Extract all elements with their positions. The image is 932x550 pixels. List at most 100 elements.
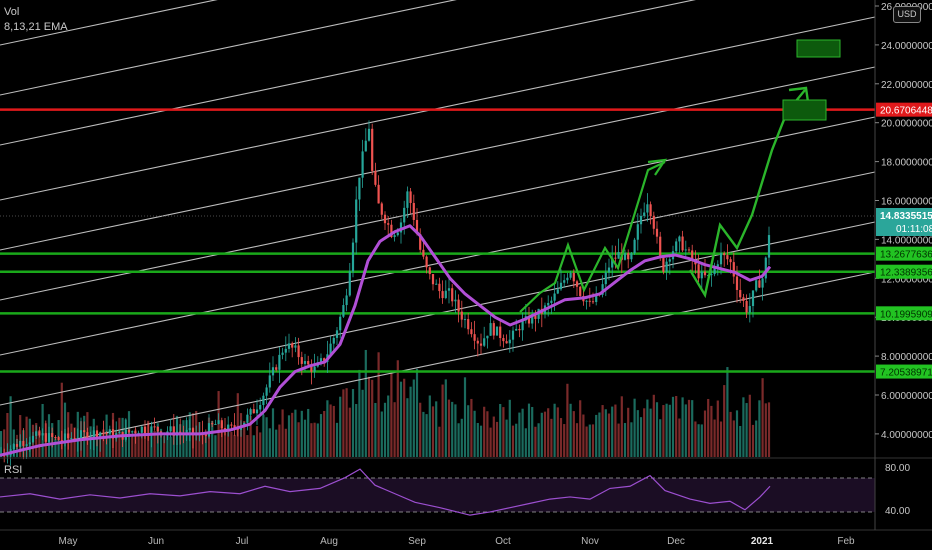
volume-bar <box>684 404 687 457</box>
candle-body <box>92 430 95 438</box>
candle-body <box>748 306 751 313</box>
candle-body <box>521 320 524 331</box>
volume-bar <box>236 393 239 457</box>
level-label: 7.20538971 <box>880 368 932 379</box>
price-axis: 4.000000006.000000008.0000000010.0000000… <box>874 0 932 530</box>
candle-body <box>233 425 236 428</box>
candle-body <box>383 214 387 224</box>
volume-bar <box>326 400 329 457</box>
level-label-bg <box>876 102 932 117</box>
volume-bar <box>435 401 438 457</box>
candle-body <box>495 326 499 336</box>
volume-bar <box>108 431 111 457</box>
candle-body <box>137 432 140 434</box>
rsi-tick-label: 80.00 <box>885 463 910 474</box>
candle-body <box>105 433 108 435</box>
candle-body <box>355 199 358 243</box>
volume-bar <box>431 406 435 457</box>
volume-bar <box>204 436 207 457</box>
volume-bar <box>284 428 287 457</box>
candle-body <box>691 250 694 262</box>
candle-body <box>751 290 755 307</box>
candle-body <box>166 431 169 433</box>
volume-bar <box>307 408 310 457</box>
volume-bar <box>131 437 134 457</box>
forecast-arrowhead <box>788 86 810 103</box>
volume-bar <box>729 411 732 457</box>
volume-indicator-label[interactable]: Vol <box>4 6 20 18</box>
volume-bar <box>367 376 371 457</box>
candle-body <box>639 215 643 225</box>
candle-body <box>422 249 425 257</box>
volume-bar <box>457 423 460 457</box>
candle-body <box>153 426 156 428</box>
candle-body <box>287 343 291 349</box>
level-label: 20.67064480 <box>880 106 932 117</box>
rsi-indicator-label[interactable]: RSI <box>4 464 23 476</box>
candle-body <box>681 236 684 251</box>
volume-bar <box>390 370 393 457</box>
candle-body <box>364 140 367 152</box>
candle-body <box>63 433 67 441</box>
candle-body <box>243 422 246 426</box>
volume-bar <box>588 424 591 457</box>
volume-bar <box>739 426 742 457</box>
candle-body <box>358 177 361 200</box>
candle-body <box>374 170 377 185</box>
ema-polyline <box>0 224 772 457</box>
volume-bar <box>716 400 719 457</box>
volume-bar <box>223 427 227 457</box>
candle-body <box>579 286 582 296</box>
candle-body <box>700 271 703 279</box>
candle-body <box>278 354 281 370</box>
volume-bar <box>345 388 348 457</box>
candle-body <box>652 215 655 229</box>
candle-body <box>406 191 409 208</box>
candle-body <box>435 283 438 285</box>
candle-body <box>172 426 175 436</box>
ema-indicator-label[interactable]: 8,13,21 EMA <box>4 21 68 33</box>
candle-body <box>204 434 207 437</box>
volume-bar <box>265 417 268 457</box>
volume-bar <box>761 378 764 457</box>
month-label: Nov <box>581 536 599 547</box>
volume-bar <box>767 402 771 457</box>
candle-body <box>371 128 374 171</box>
candle-body <box>723 253 726 256</box>
candle-body <box>108 429 111 434</box>
volume-bar <box>508 399 511 457</box>
volume-bar <box>521 408 524 457</box>
volume-bar <box>595 414 598 457</box>
volume-bar <box>700 424 703 457</box>
candle-body <box>633 239 636 254</box>
candle-body <box>518 328 521 331</box>
volume-bar <box>675 395 678 457</box>
target-box <box>782 99 827 121</box>
candle-body <box>396 232 399 236</box>
volume-bar <box>623 423 627 457</box>
candle-body <box>675 241 678 252</box>
volume-bar <box>300 410 303 457</box>
projection-path <box>519 161 666 313</box>
candle-body <box>764 257 767 279</box>
candle-body <box>703 271 707 276</box>
candle-body <box>57 437 60 441</box>
candle-body <box>377 184 380 204</box>
volume-bar <box>486 411 489 457</box>
candle-body <box>70 438 73 440</box>
currency-button[interactable]: USD <box>893 6 921 23</box>
candle-body <box>307 361 310 365</box>
volume-bar <box>649 408 652 457</box>
volume-bar <box>537 423 540 457</box>
candle-body <box>447 288 451 291</box>
candle-body <box>265 387 268 396</box>
candle-body <box>259 405 262 410</box>
volume-bar <box>710 405 713 457</box>
volume-bar <box>409 386 412 457</box>
volume-bar <box>502 407 505 457</box>
candle-body <box>470 329 473 335</box>
candle-body <box>473 334 476 341</box>
volume-bar <box>153 430 156 457</box>
candle-body <box>131 431 134 433</box>
